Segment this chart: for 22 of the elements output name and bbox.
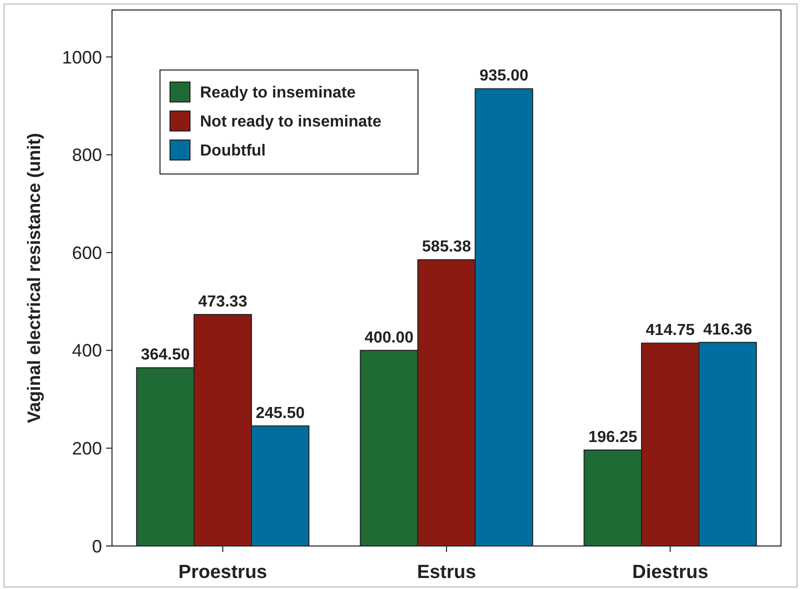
data-label: 416.36 [703,321,752,338]
y-tick-label: 1000 [62,47,102,68]
y-tick-label: 200 [72,438,102,458]
data-label: 196.25 [588,429,638,446]
y-tick-label: 0 [92,536,102,556]
legend-label: Doubtful [200,142,266,160]
y-tick-label: 800 [72,145,102,166]
data-label: 414.75 [646,322,695,340]
data-label: 364.50 [140,346,190,364]
y-tick-label: 600 [72,242,102,263]
data-label: 245.50 [256,404,305,422]
data-label: 473.33 [198,294,248,311]
y-tick-label: 400 [72,340,102,361]
data-label: 935.00 [479,68,528,85]
legend-label: Not ready to inseminate [200,114,382,131]
data-label: 585.38 [422,238,472,256]
x-tick-label: Diestrus [632,562,708,583]
data-label: 400.00 [364,329,414,346]
x-tick-label: Estrus [416,562,476,583]
y-axis-title: Vaginal electrical resistance (unit) [24,132,44,424]
legend-label: Ready to inseminate [200,84,356,102]
x-tick-label: Proestrus [178,562,268,583]
